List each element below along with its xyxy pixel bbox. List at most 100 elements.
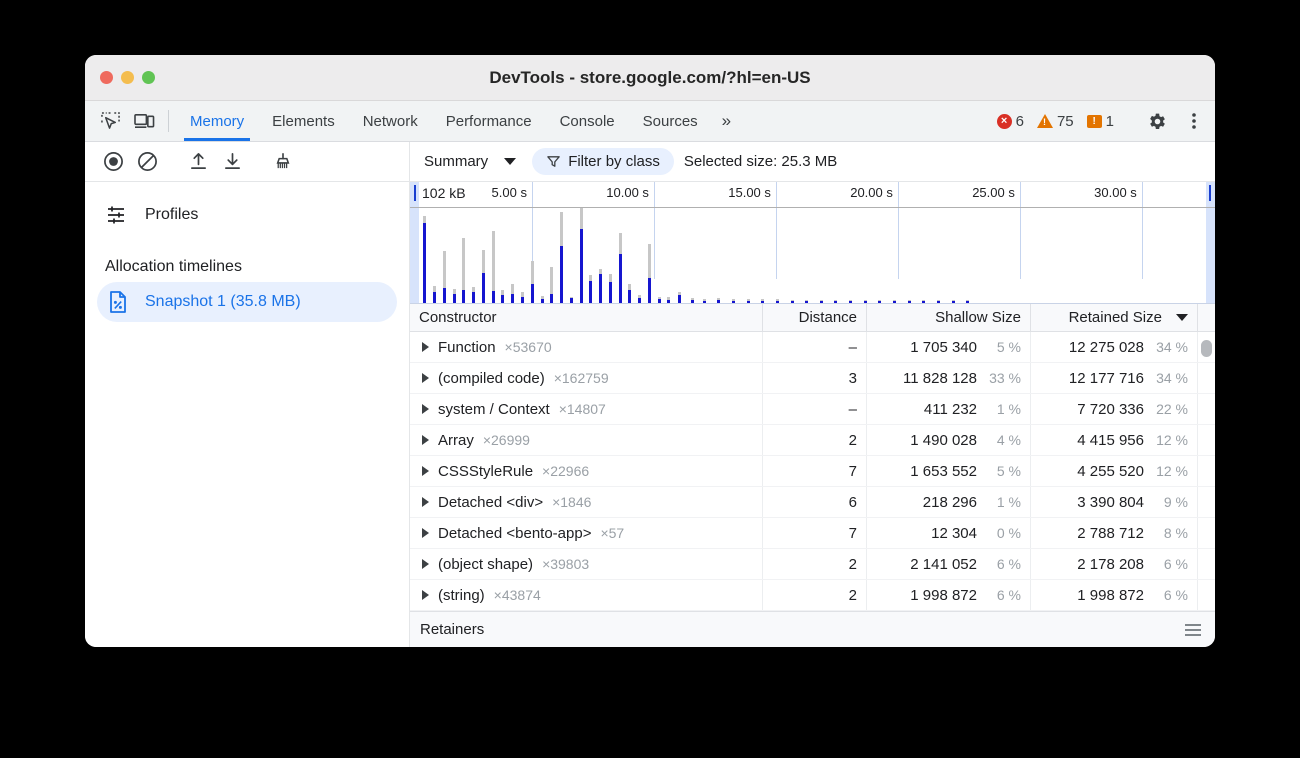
error-icon: ×	[996, 113, 1012, 129]
expand-triangle-icon[interactable]	[422, 497, 429, 507]
retained-size-percent: 12 %	[1156, 432, 1188, 448]
table-row[interactable]: Detached <div> ×1846 6 218 296 1 % 3 390 804 9…	[410, 487, 1215, 518]
save-profile-button[interactable]	[216, 148, 248, 176]
cell-constructor[interactable]: Detached <bento-app> ×57	[410, 518, 763, 548]
table-row[interactable]: CSSStyleRule ×22966 7 1 653 552 5 % 4 255 520…	[410, 456, 1215, 487]
cell-constructor[interactable]: Array ×26999	[410, 425, 763, 455]
timeline-bar	[775, 301, 779, 303]
issue-badge[interactable]: ! 1	[1082, 113, 1119, 130]
expand-triangle-icon[interactable]	[422, 590, 429, 600]
expand-triangle-icon[interactable]	[422, 559, 429, 569]
table-row[interactable]: (string) ×43874 2 1 998 872 6 % 1 998 872 6 %	[410, 580, 1215, 611]
cell-constructor[interactable]: (string) ×43874	[410, 580, 763, 610]
timeline-bar	[511, 293, 515, 303]
timeline-bar	[550, 266, 554, 303]
table-scrollbar[interactable]	[1201, 340, 1213, 600]
timeline-bar	[442, 250, 446, 303]
cell-constructor[interactable]: (compiled code) ×162759	[410, 363, 763, 393]
constructor-name: system / Context	[438, 400, 550, 418]
view-select-value: Summary	[424, 153, 489, 170]
table-header-row: Constructor Distance Shallow Size Retain…	[410, 304, 1215, 332]
column-label: Distance	[798, 309, 857, 326]
timeline-bar	[790, 301, 794, 303]
column-header-constructor[interactable]: Constructor	[410, 304, 763, 331]
distance-value: 6	[848, 493, 857, 511]
hamburger-menu-icon[interactable]	[1185, 623, 1201, 636]
selection-handle-icon	[414, 185, 416, 201]
filter-by-class-input[interactable]: Filter by class	[532, 148, 674, 175]
devtools-menu-button[interactable]	[1177, 111, 1211, 131]
cell-constructor[interactable]: (object shape) ×39803	[410, 549, 763, 579]
expand-triangle-icon[interactable]	[422, 466, 429, 476]
instance-count: ×43874	[493, 587, 541, 603]
more-tabs-button[interactable]: »	[712, 101, 741, 141]
timeline-selection-left-handle[interactable]	[410, 182, 419, 303]
tab-network[interactable]: Network	[349, 101, 432, 141]
timeline-bar	[472, 291, 476, 303]
table-row[interactable]: Function ×53670 – 1 705 340 5 % 12 275 028 34 …	[410, 332, 1215, 363]
shallow-size-percent: 5 %	[996, 463, 1021, 479]
table-scrollbar-thumb[interactable]	[1201, 340, 1212, 357]
timeline-bar	[442, 287, 446, 303]
timeline-selection-right-handle[interactable]	[1206, 182, 1215, 303]
error-badge[interactable]: × 6	[992, 113, 1029, 130]
expand-triangle-icon[interactable]	[422, 373, 429, 383]
retained-size-percent: 8 %	[1163, 525, 1188, 541]
warning-badge[interactable]: 75	[1032, 113, 1079, 130]
column-header-shallow-size[interactable]: Shallow Size	[867, 304, 1031, 331]
cell-constructor[interactable]: Detached <div> ×1846	[410, 487, 763, 517]
record-button[interactable]	[97, 148, 129, 176]
retained-size-percent: 34 %	[1156, 339, 1188, 355]
constructor-name: Detached <bento-app>	[438, 524, 592, 542]
table-row[interactable]: (compiled code) ×162759 3 11 828 128 33 % 12 …	[410, 363, 1215, 394]
sidebar-item-snapshot-1[interactable]: Snapshot 1 (35.8 MB)	[97, 282, 397, 322]
table-row[interactable]: Array ×26999 2 1 490 028 4 % 4 415 956 12 %	[410, 425, 1215, 456]
warning-count: 75	[1056, 112, 1074, 130]
close-button[interactable]	[100, 71, 113, 84]
cell-distance: 2	[763, 425, 867, 455]
timeline-bar	[761, 301, 765, 303]
column-header-distance[interactable]: Distance	[763, 304, 867, 331]
minimize-button[interactable]	[121, 71, 134, 84]
timeline-bars	[410, 207, 1215, 303]
clear-button[interactable]	[131, 148, 163, 176]
view-select[interactable]: Summary	[424, 153, 517, 170]
table-row[interactable]: Detached <bento-app> ×57 7 12 304 0 % 2 788 7…	[410, 518, 1215, 549]
table-row[interactable]: (object shape) ×39803 2 2 141 052 6 % 2 178 2…	[410, 549, 1215, 580]
expand-triangle-icon[interactable]	[422, 435, 429, 445]
zoom-button[interactable]	[142, 71, 155, 84]
settings-button[interactable]	[1140, 111, 1174, 132]
inspect-element-button[interactable]	[93, 101, 127, 141]
timeline-tick	[1019, 182, 1021, 279]
tab-sources[interactable]: Sources	[629, 101, 712, 141]
collect-garbage-button[interactable]	[267, 148, 299, 176]
expand-triangle-icon[interactable]	[422, 404, 429, 414]
timeline-bar	[732, 301, 735, 303]
cell-constructor[interactable]: Function ×53670	[410, 332, 763, 362]
timeline-bar	[936, 301, 940, 303]
cell-retained-size: 3 390 804 9 %	[1031, 487, 1198, 517]
retainers-pane-header[interactable]: Retainers	[410, 611, 1215, 647]
retained-size-percent: 22 %	[1156, 401, 1188, 417]
timeline-tick	[1141, 182, 1143, 279]
sidebar-item-profiles[interactable]: Profiles	[85, 194, 409, 236]
device-toolbar-button[interactable]	[127, 101, 161, 141]
tab-memory[interactable]: Memory	[176, 101, 258, 141]
timeline-tick	[775, 182, 777, 279]
retained-size-value: 12 177 716	[1068, 369, 1144, 387]
cell-constructor[interactable]: CSSStyleRule ×22966	[410, 456, 763, 486]
window-title: DevTools - store.google.com/?hl=en-US	[489, 67, 811, 87]
tab-console[interactable]: Console	[546, 101, 629, 141]
tab-performance[interactable]: Performance	[432, 101, 546, 141]
expand-triangle-icon[interactable]	[422, 342, 429, 352]
cell-constructor[interactable]: system / Context ×14807	[410, 394, 763, 424]
timeline-bar	[702, 301, 706, 303]
allocation-timeline-chart[interactable]: 5.00 s 10.00 s 15.00 s 20.00 s 25.00 s 30.00 …	[410, 182, 1215, 304]
load-profile-button[interactable]	[182, 148, 214, 176]
tab-elements[interactable]: Elements	[258, 101, 349, 141]
timeline-bar	[657, 299, 661, 303]
table-row[interactable]: system / Context ×14807 – 411 232 1 % 7 720 3…	[410, 394, 1215, 425]
timeline-bar	[569, 298, 573, 303]
column-header-retained-size[interactable]: Retained Size	[1031, 304, 1198, 331]
expand-triangle-icon[interactable]	[422, 528, 429, 538]
